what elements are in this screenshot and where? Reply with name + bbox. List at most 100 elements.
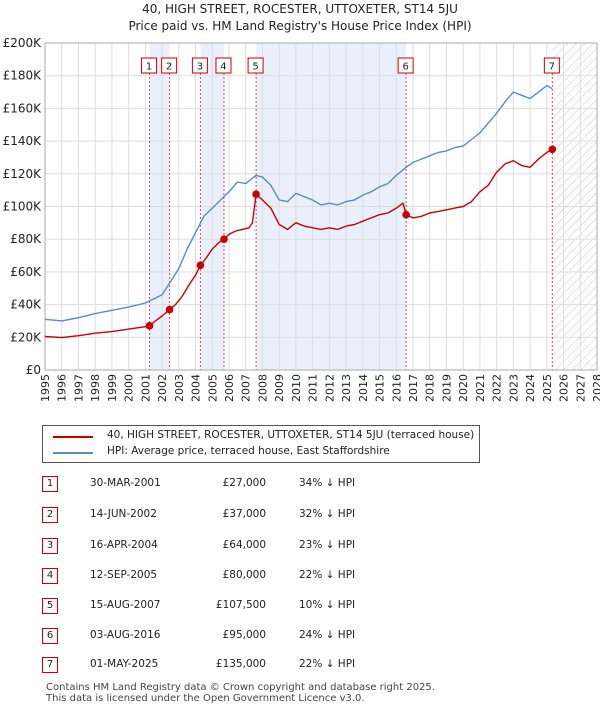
footer-copyright: Contains HM Land Registry data © Crown c… [46, 682, 435, 693]
x-tick-label: 2015 [374, 374, 387, 402]
sale-point [196, 261, 205, 270]
sale-point [402, 210, 410, 219]
sale-hpi-diff: 22% ↓ HPI [299, 569, 356, 581]
sale-label-number: 3 [197, 62, 203, 73]
x-tick-label: 2026 [558, 374, 571, 402]
x-tick-label: 2016 [390, 374, 403, 402]
sale-point [252, 190, 260, 199]
sale-point [548, 145, 557, 154]
y-tick-label: £180K [3, 69, 43, 83]
sale-number-badge: 1 [42, 476, 58, 492]
y-tick-label: £140K [3, 134, 43, 148]
sale-price: £107,500 [215, 599, 266, 611]
x-tick-label: 1996 [56, 374, 69, 402]
sale-label-box [247, 57, 264, 74]
x-tick-label: 2019 [440, 374, 453, 402]
x-tick-label: 2010 [290, 374, 303, 402]
y-tick-label: £40K [10, 298, 42, 312]
sale-number-badge: 7 [42, 657, 58, 673]
x-tick-label: 2022 [491, 374, 504, 402]
sale-price: £95,000 [222, 629, 266, 641]
legend-label-property: 40, HIGH STREET, ROCESTER, UTTOXETER, ST… [107, 429, 475, 441]
sale-price: £64,000 [222, 539, 266, 551]
x-tick-label: 2024 [524, 374, 537, 402]
sale-date: 15-AUG-2007 [90, 599, 161, 611]
table-row: 3 16-APR-2004 £64,000 23% ↓ HPI [42, 536, 442, 558]
sale-price: £37,000 [222, 508, 266, 520]
table-row: 2 14-JUN-2002 £37,000 32% ↓ HPI [42, 505, 442, 527]
chart-subtitle: Price paid vs. HM Land Registry's House … [128, 19, 472, 33]
x-tick-label: 2023 [507, 374, 520, 402]
sale-point [220, 235, 228, 243]
table-row: 7 01-MAY-2025 £135,000 22% ↓ HPI [42, 655, 442, 677]
sale-number-badge: 4 [42, 568, 58, 584]
y-tick-label: £20K [10, 330, 42, 344]
sale-label-number: 4 [220, 62, 226, 73]
price-chart: £0 £20K £40K £60K £80K £100K £120K £140K £160K £1… [3, 36, 600, 402]
x-tick-label: 2013 [340, 374, 353, 402]
x-tick-label: 1998 [89, 374, 102, 402]
sale-price: £27,000 [222, 477, 266, 489]
legend: 40, HIGH STREET, ROCESTER, UTTOXETER, ST… [42, 425, 480, 463]
sale-label-box [141, 57, 158, 74]
table-row: 1 30-MAR-2001 £27,000 34% ↓ HPI [42, 474, 442, 496]
x-tick-label: 2009 [273, 374, 286, 402]
sale-label-number: 6 [402, 62, 408, 73]
sale-hpi-diff: 22% ↓ HPI [299, 658, 356, 670]
x-tick-label: 2017 [407, 374, 420, 402]
chart-title: 40, HIGH STREET, ROCESTER, UTTOXETER, ST… [142, 2, 458, 16]
sale-number-badge: 6 [42, 628, 58, 644]
sale-date: 16-APR-2004 [90, 539, 158, 551]
sale-price: £135,000 [215, 658, 266, 670]
x-tick-label: 2012 [323, 374, 336, 402]
legend-swatch-property [53, 436, 93, 438]
sale-point [165, 305, 174, 314]
legend-label-hpi: HPI: Average price, terraced house, East… [107, 445, 390, 457]
table-row: 5 15-AUG-2007 £107,500 10% ↓ HPI [42, 596, 442, 618]
sale-date: 01-MAY-2025 [90, 658, 159, 670]
x-tick-label: 2027 [574, 374, 587, 402]
sale-number-badge: 3 [42, 538, 58, 554]
sale-point [145, 322, 154, 330]
x-tick-label: 2004 [190, 374, 203, 402]
sale-hpi-diff: 24% ↓ HPI [299, 629, 356, 641]
hpi-series-line [44, 84, 553, 322]
sale-number-badge: 5 [42, 598, 58, 614]
sale-price: £80,000 [222, 569, 266, 581]
x-tick-label: 2003 [173, 374, 186, 402]
x-tick-label: 2014 [357, 374, 370, 402]
x-tick-label: 1997 [72, 374, 85, 402]
x-tick-label: 2008 [256, 374, 269, 402]
legend-swatch-hpi [53, 452, 93, 454]
y-tick-label: £0 [26, 363, 41, 377]
x-tick-label: 2021 [474, 374, 487, 402]
sale-label-number: 1 [146, 62, 152, 73]
x-tick-label: 2005 [206, 374, 219, 402]
y-tick-label: £200K [3, 36, 43, 50]
y-tick-label: £120K [3, 167, 43, 181]
table-row: 4 12-SEP-2005 £80,000 22% ↓ HPI [42, 566, 442, 588]
x-tick-label: 2020 [457, 374, 470, 402]
y-tick-label: £60K [10, 265, 42, 279]
x-tick-label: 1999 [106, 374, 119, 402]
sale-label-box [543, 57, 560, 74]
x-tick-label: 2018 [424, 374, 437, 402]
sale-hpi-diff: 23% ↓ HPI [299, 539, 356, 551]
sale-label-box [397, 57, 414, 74]
x-tick-label: 2006 [223, 374, 236, 402]
sale-label-number: 5 [252, 62, 258, 73]
sale-number-badge: 2 [42, 507, 58, 523]
y-tick-label: £80K [10, 232, 42, 246]
y-tick-label: £160K [3, 101, 43, 115]
y-tick-label: £100K [3, 200, 43, 214]
x-tick-label: 2001 [139, 374, 152, 402]
x-tick-label: 1995 [39, 374, 52, 402]
x-tick-label: 2028 [591, 374, 600, 402]
sale-label-number: 7 [549, 62, 555, 73]
sale-label-box [215, 57, 232, 74]
x-tick-label: 2025 [541, 374, 554, 402]
sale-label-box [191, 57, 208, 74]
x-tick-label: 2000 [123, 374, 136, 402]
footer-licence: This data is licensed under the Open Gov… [46, 693, 365, 704]
x-tick-label: 2011 [307, 374, 320, 402]
